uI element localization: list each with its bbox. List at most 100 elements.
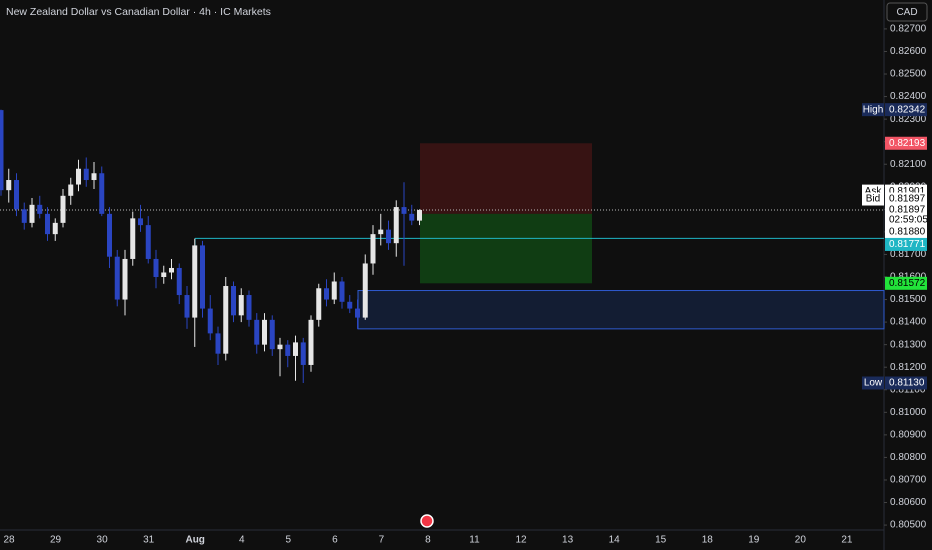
x-tick-label: 6 bbox=[332, 535, 338, 546]
y-tick-label: 0.81000 bbox=[890, 407, 927, 418]
candle-body bbox=[231, 286, 236, 316]
candle-body bbox=[378, 229, 384, 235]
candle-body bbox=[316, 288, 322, 320]
candle-body bbox=[6, 180, 12, 191]
candle-body bbox=[262, 319, 267, 345]
price-label: 0.82342 bbox=[889, 104, 926, 115]
zone bbox=[357, 290, 885, 330]
candle-body bbox=[200, 245, 205, 309]
candle-body bbox=[254, 319, 260, 345]
candle-body bbox=[0, 110, 4, 191]
y-tick-label: 0.80600 bbox=[890, 497, 927, 508]
price-label-box bbox=[885, 276, 927, 290]
candle-body bbox=[207, 308, 213, 334]
candle-body bbox=[68, 184, 74, 196]
candle-body bbox=[417, 210, 422, 221]
axes: 0.827000.826000.825000.824000.823000.822… bbox=[3, 24, 928, 546]
price-name-box bbox=[862, 192, 884, 206]
price-label: 0.82193 bbox=[889, 138, 926, 149]
candle-body bbox=[238, 295, 244, 316]
candle-body bbox=[37, 204, 43, 214]
y-tick-label: 0.82400 bbox=[890, 91, 927, 102]
candle-body bbox=[130, 218, 136, 259]
y-tick-label: 0.80800 bbox=[890, 452, 927, 463]
candle-body bbox=[355, 308, 360, 318]
y-tick-label: 0.81100 bbox=[890, 384, 926, 395]
x-tick-label: 14 bbox=[609, 535, 621, 546]
candle-body bbox=[14, 180, 19, 210]
candle-body bbox=[293, 342, 298, 356]
price-label: 0.81901 bbox=[889, 186, 926, 197]
candle-body bbox=[409, 213, 415, 221]
candle-body bbox=[324, 288, 329, 300]
price-label-box bbox=[885, 103, 927, 117]
x-tick-label: 15 bbox=[655, 535, 667, 546]
x-tick-label: 30 bbox=[97, 535, 109, 546]
candle-body bbox=[83, 168, 89, 181]
candle-body bbox=[223, 286, 229, 354]
price-name-box bbox=[862, 103, 884, 117]
candle-body bbox=[386, 229, 391, 244]
candle-body bbox=[285, 344, 291, 356]
candle-body bbox=[269, 319, 275, 350]
price-name: Bid bbox=[866, 194, 880, 205]
candle-body bbox=[184, 295, 190, 318]
y-tick-label: 0.82300 bbox=[890, 114, 927, 125]
price-label: 0.81130 bbox=[889, 378, 925, 389]
candle-body bbox=[300, 342, 306, 365]
price-label: 0.81897 bbox=[889, 194, 926, 205]
candle-body bbox=[145, 225, 151, 259]
candle-body bbox=[215, 333, 221, 354]
countdown: 02:59:05 bbox=[889, 215, 928, 226]
x-tick-label: 21 bbox=[841, 535, 853, 546]
candle-body bbox=[401, 207, 407, 214]
candle-body bbox=[246, 295, 252, 320]
candle-body bbox=[153, 258, 159, 277]
drawing-tools bbox=[0, 143, 885, 330]
x-tick-label: 7 bbox=[379, 535, 385, 546]
y-tick-label: 0.81300 bbox=[890, 339, 927, 350]
x-tick-label: 18 bbox=[702, 535, 714, 546]
event-icon[interactable] bbox=[420, 514, 434, 528]
target-area bbox=[420, 213, 592, 284]
price-label: 0.81897 bbox=[889, 205, 926, 216]
candle-body bbox=[370, 234, 376, 264]
y-tick-label: 0.80700 bbox=[890, 475, 927, 486]
price-label-box bbox=[885, 376, 927, 390]
candle-body bbox=[393, 207, 399, 244]
y-tick-label: 0.82600 bbox=[890, 46, 927, 57]
candle-body bbox=[107, 213, 112, 257]
price-name-box bbox=[862, 376, 884, 390]
price-name: Low bbox=[864, 378, 883, 389]
price-label-box bbox=[885, 136, 927, 150]
candle-body bbox=[91, 173, 97, 181]
candle-body bbox=[161, 272, 167, 277]
candle-body bbox=[277, 344, 283, 350]
x-tick-label: 4 bbox=[239, 535, 245, 546]
candle-body bbox=[192, 245, 198, 318]
candle-body bbox=[76, 168, 81, 185]
y-tick-label: 0.80900 bbox=[890, 430, 927, 441]
candle-body bbox=[122, 258, 128, 300]
price-name: Ask bbox=[865, 186, 883, 197]
currency-label[interactable]: CAD bbox=[896, 7, 917, 18]
candle-body bbox=[60, 195, 66, 223]
x-tick-label: 5 bbox=[286, 535, 292, 546]
x-tick-label: 8 bbox=[425, 535, 431, 546]
y-tick-label: 0.82700 bbox=[890, 24, 927, 35]
y-tick-label: 0.80500 bbox=[890, 520, 927, 531]
y-tick-label: 0.81700 bbox=[890, 249, 927, 260]
price-label: 0.81771 bbox=[889, 239, 926, 250]
price-label-box bbox=[885, 203, 927, 228]
y-tick-label: 0.81200 bbox=[890, 362, 927, 373]
y-tick-label: 0.81400 bbox=[890, 317, 927, 328]
currency-button[interactable] bbox=[886, 2, 928, 22]
candle-body bbox=[176, 267, 182, 296]
candle-body bbox=[45, 213, 50, 235]
chart-title: New Zealand Dollar vs Canadian Dollar · … bbox=[6, 6, 271, 18]
candle-body bbox=[21, 209, 27, 223]
x-tick-label: 13 bbox=[562, 535, 574, 546]
price-label: 0.81572 bbox=[889, 278, 926, 289]
price-name: High bbox=[863, 104, 884, 115]
